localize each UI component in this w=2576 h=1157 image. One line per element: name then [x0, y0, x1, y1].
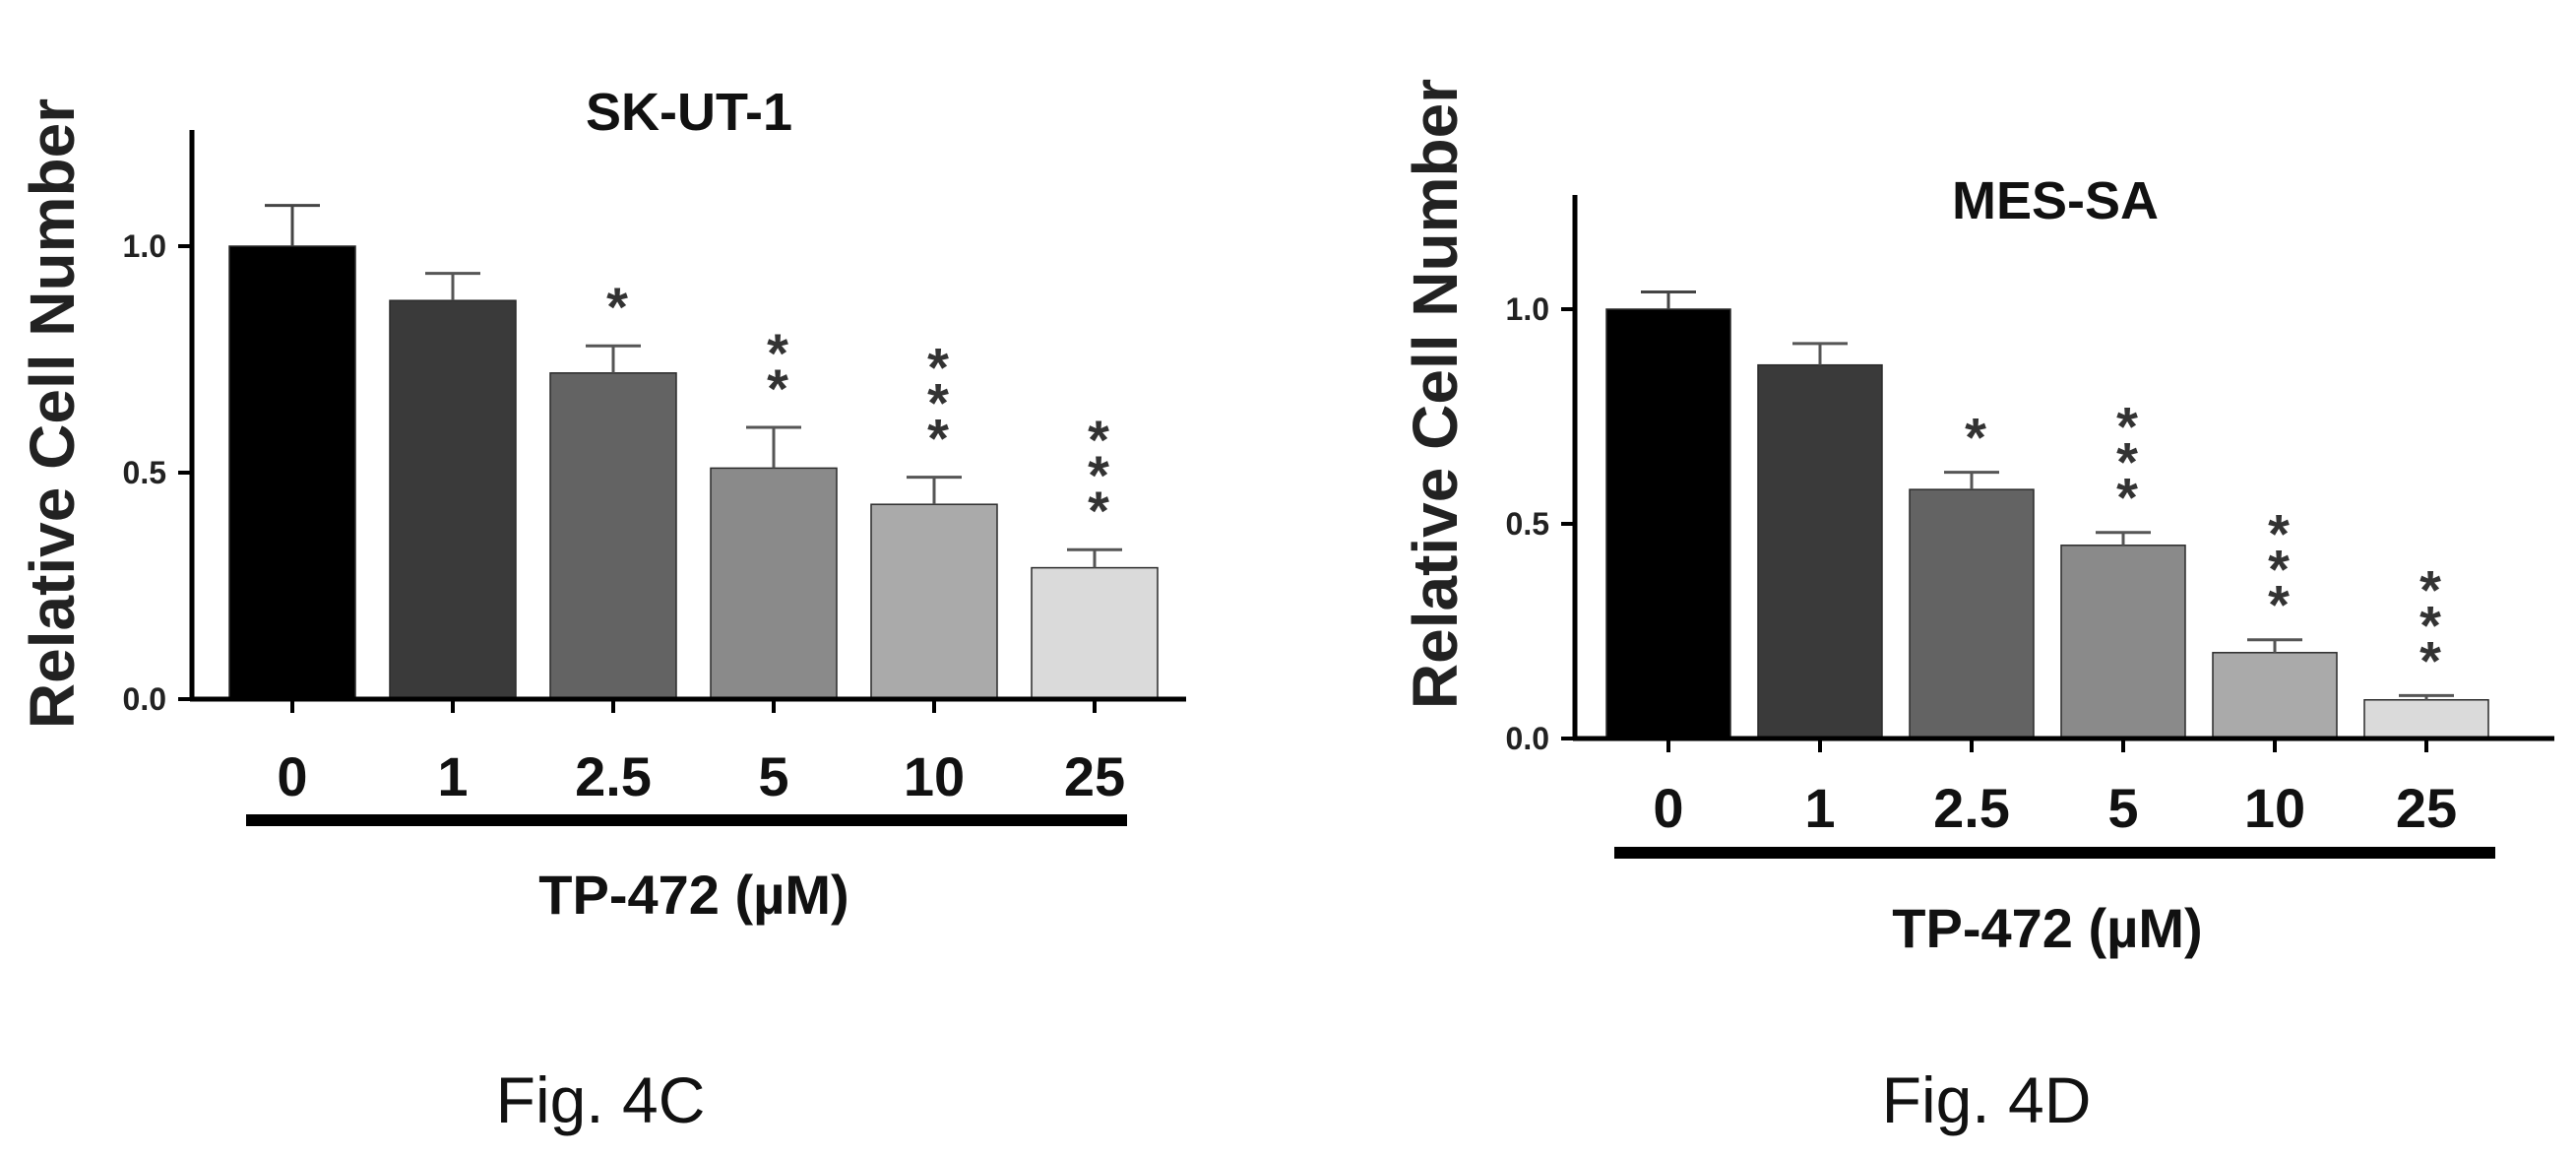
significance-star: * — [606, 276, 628, 338]
x-tick-label: 1 — [1804, 777, 1835, 839]
bar-2_5 — [549, 372, 677, 700]
significance-star: * — [1088, 409, 1109, 471]
bar-25 — [2363, 699, 2489, 739]
x-tick-label: 10 — [904, 745, 965, 807]
significance-star: * — [2419, 594, 2441, 656]
x-tick-label: 25 — [2396, 777, 2457, 839]
figure-caption: Fig. 4C — [496, 1063, 706, 1136]
significance-star: * — [1088, 444, 1109, 506]
chart-title: MES-SA — [1952, 171, 2159, 230]
significance-star: * — [2116, 431, 2138, 493]
x-tick-label: 10 — [2244, 777, 2305, 839]
bar-0 — [1605, 308, 1731, 739]
significance-stars: *** — [2116, 396, 2138, 529]
y-tick-label: 1.0 — [1506, 291, 1549, 327]
y-axis-label: Relative Cell Number — [17, 98, 88, 729]
y-tick-label: 0.0 — [1506, 721, 1549, 756]
significance-stars: * — [1965, 407, 1986, 469]
bar-1 — [389, 299, 517, 700]
significance-star: * — [927, 408, 949, 470]
significance-star: * — [927, 372, 949, 434]
significance-star: * — [2419, 629, 2441, 691]
bar-0 — [228, 245, 356, 700]
figure-caption: Fig. 4D — [1882, 1063, 2092, 1136]
significance-stars: *** — [927, 337, 949, 470]
significance-star: * — [767, 322, 788, 384]
significance-star: * — [1965, 407, 1986, 469]
significance-star: * — [2268, 503, 2290, 565]
y-axis-label: Relative Cell Number — [1400, 79, 1471, 709]
significance-star: * — [927, 337, 949, 399]
y-tick-label: 1.0 — [123, 228, 166, 264]
chart-title: SK-UT-1 — [586, 83, 792, 142]
significance-star: * — [2268, 539, 2290, 601]
bar-5 — [2060, 545, 2186, 739]
significance-star: * — [1088, 480, 1109, 542]
bar-10 — [2212, 652, 2338, 739]
x-tick-label: 1 — [437, 745, 468, 807]
significance-stars: *** — [1088, 409, 1109, 542]
y-tick-label: 0.0 — [123, 681, 166, 717]
significance-star: * — [2116, 467, 2138, 529]
bar-10 — [870, 503, 998, 700]
significance-star: * — [767, 357, 788, 419]
bar-25 — [1031, 566, 1159, 700]
x-tick-label: 25 — [1064, 745, 1125, 807]
significance-stars: *** — [2268, 503, 2290, 636]
significance-stars: * — [606, 276, 628, 338]
significance-star: * — [2116, 396, 2138, 458]
x-tick-label: 0 — [277, 745, 307, 807]
bar-2_5 — [1909, 488, 2035, 739]
x-tick-label: 5 — [2107, 777, 2138, 839]
x-axis-label: TP-472 (µM) — [1892, 897, 2202, 959]
x-tick-label: 2.5 — [1933, 777, 2010, 839]
x-tick-label: 2.5 — [575, 745, 652, 807]
y-tick-label: 0.5 — [123, 455, 166, 490]
x-tick-label: 0 — [1653, 777, 1683, 839]
significance-star: * — [2419, 558, 2441, 620]
bar-1 — [1757, 363, 1883, 739]
y-tick-label: 0.5 — [1506, 506, 1549, 542]
significance-stars: ** — [767, 322, 788, 419]
significance-star: * — [2268, 574, 2290, 636]
significance-stars: *** — [2419, 558, 2441, 691]
x-axis-label: TP-472 (µM) — [538, 864, 848, 926]
bar-5 — [710, 467, 838, 700]
x-tick-label: 5 — [758, 745, 788, 807]
